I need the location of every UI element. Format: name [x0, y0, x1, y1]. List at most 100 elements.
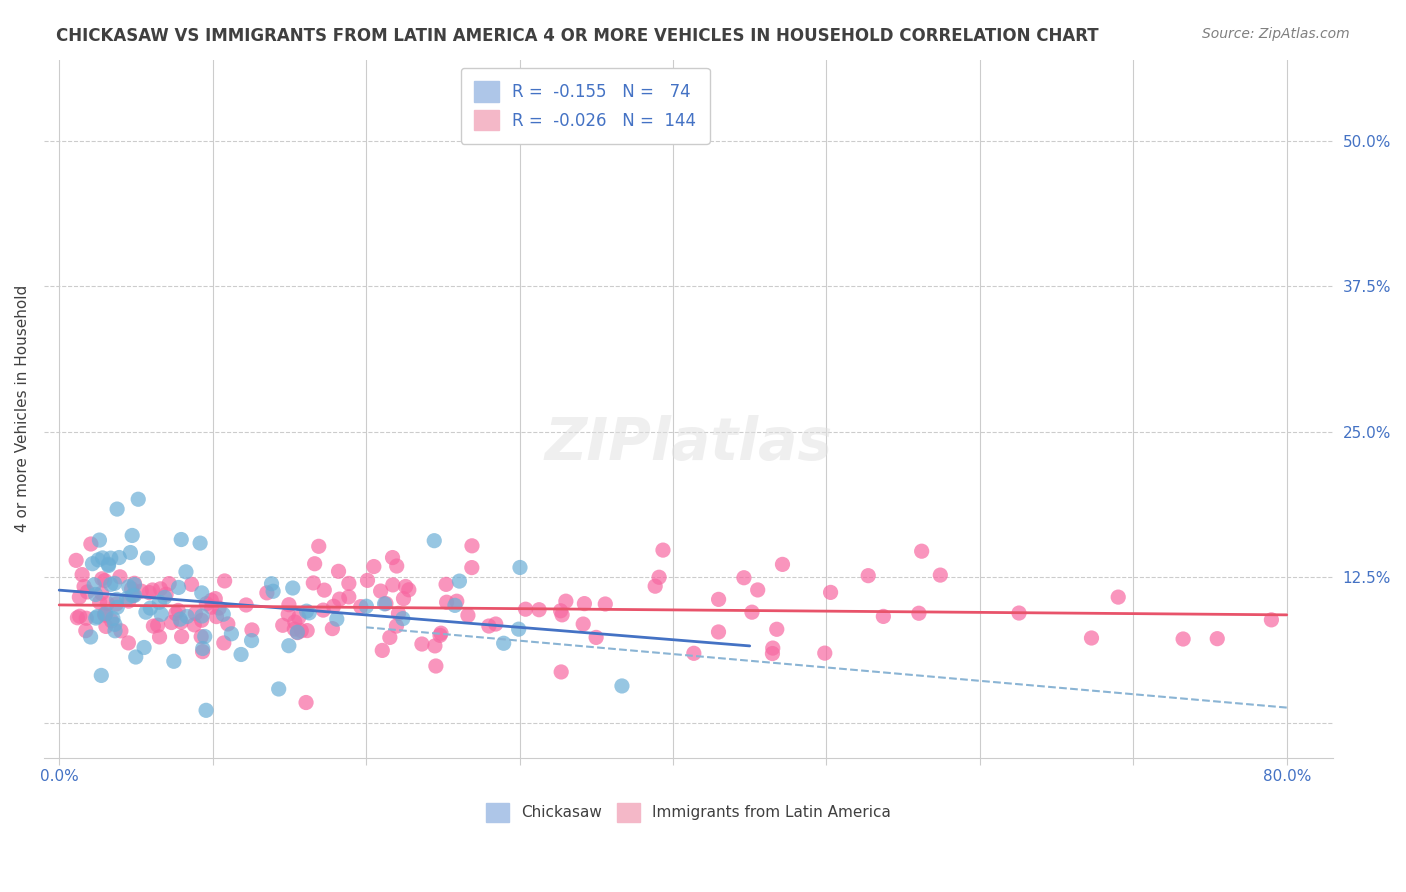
- Point: [94, 619, 117, 633]
- Point: [70, 567, 93, 582]
- Point: [129, 584, 152, 599]
- Point: [285, 625, 308, 640]
- Point: [104, 617, 127, 632]
- Point: [191, 645, 214, 659]
- Point: [153, 591, 176, 605]
- Point: [929, 568, 952, 582]
- Point: [221, 627, 243, 641]
- Point: [194, 630, 217, 644]
- Point: [356, 574, 378, 588]
- Point: [94, 608, 117, 623]
- Point: [527, 603, 550, 617]
- Point: [157, 576, 180, 591]
- Point: [858, 568, 880, 582]
- Point: [83, 578, 105, 592]
- Point: [761, 647, 783, 661]
- Point: [554, 594, 576, 608]
- Point: [350, 599, 373, 614]
- Point: [550, 604, 572, 618]
- Point: [240, 633, 263, 648]
- Point: [585, 631, 607, 645]
- Point: [444, 599, 467, 613]
- Point: [387, 607, 409, 621]
- Point: [204, 591, 226, 606]
- Point: [93, 607, 115, 621]
- Point: [314, 583, 336, 598]
- Legend: Chickasaw, Immigrants from Latin America: Chickasaw, Immigrants from Latin America: [474, 790, 903, 834]
- Point: [90, 668, 112, 682]
- Point: [508, 622, 530, 636]
- Point: [101, 611, 124, 625]
- Point: [84, 587, 107, 601]
- Point: [208, 601, 231, 615]
- Point: [76, 585, 98, 599]
- Point: [105, 502, 128, 516]
- Point: [295, 624, 318, 638]
- Point: [89, 533, 111, 547]
- Point: [374, 597, 396, 611]
- Point: [908, 607, 931, 621]
- Point: [150, 607, 173, 622]
- Point: [287, 625, 309, 640]
- Point: [91, 550, 114, 565]
- Point: [1008, 606, 1031, 620]
- Point: [271, 618, 294, 632]
- Point: [772, 558, 794, 572]
- Point: [136, 551, 159, 566]
- Point: [457, 608, 479, 623]
- Point: [191, 609, 214, 624]
- Point: [381, 550, 404, 565]
- Point: [97, 558, 120, 573]
- Point: [461, 539, 484, 553]
- Point: [652, 543, 675, 558]
- Point: [235, 598, 257, 612]
- Point: [121, 589, 143, 603]
- Point: [87, 553, 110, 567]
- Point: [381, 578, 404, 592]
- Point: [449, 574, 471, 588]
- Point: [492, 636, 515, 650]
- Point: [122, 588, 145, 602]
- Point: [574, 597, 596, 611]
- Point: [392, 591, 415, 606]
- Point: [132, 640, 155, 655]
- Point: [65, 553, 87, 567]
- Point: [80, 537, 103, 551]
- Point: [84, 611, 107, 625]
- Point: [550, 665, 572, 679]
- Point: [551, 607, 574, 622]
- Point: [398, 582, 420, 597]
- Point: [212, 607, 235, 622]
- Point: [100, 551, 122, 566]
- Point: [328, 592, 350, 607]
- Point: [149, 582, 172, 596]
- Point: [105, 597, 128, 611]
- Point: [212, 636, 235, 650]
- Point: [820, 585, 842, 599]
- Point: [141, 582, 163, 597]
- Point: [385, 559, 408, 574]
- Point: [423, 533, 446, 548]
- Point: [176, 609, 198, 624]
- Point: [434, 577, 457, 591]
- Point: [747, 582, 769, 597]
- Point: [190, 613, 212, 627]
- Point: [429, 628, 451, 642]
- Point: [100, 614, 122, 628]
- Point: [298, 606, 321, 620]
- Point: [66, 611, 89, 625]
- Point: [283, 622, 305, 636]
- Point: [430, 626, 453, 640]
- Point: [124, 576, 146, 591]
- Point: [188, 536, 211, 550]
- Point: [108, 570, 131, 584]
- Point: [170, 533, 193, 547]
- Point: [328, 565, 350, 579]
- Point: [127, 492, 149, 507]
- Point: [256, 586, 278, 600]
- Point: [277, 607, 299, 622]
- Point: [201, 600, 224, 615]
- Point: [370, 584, 392, 599]
- Point: [277, 598, 299, 612]
- Point: [287, 610, 309, 624]
